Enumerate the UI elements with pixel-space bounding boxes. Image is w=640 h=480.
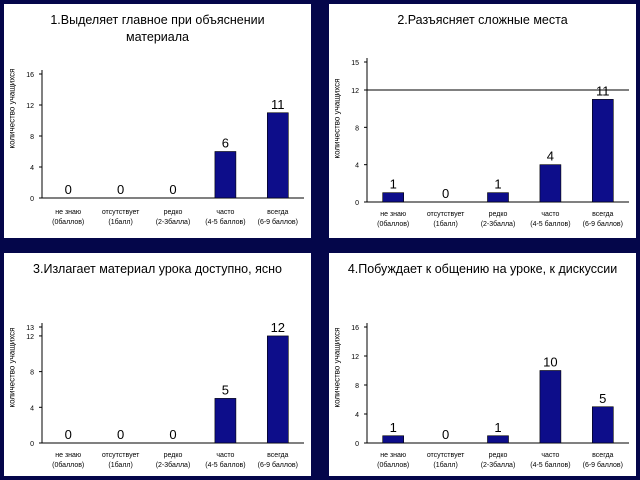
bar-value-label: 5 <box>599 391 606 406</box>
y-tick-label: 4 <box>355 163 359 170</box>
x-category-label: всегда (6-9 баллов) <box>583 211 623 228</box>
y-tick-label: 12 <box>26 103 34 110</box>
x-category-label: не знаю (0баллов) <box>377 211 409 228</box>
y-tick-label: 12 <box>351 354 359 361</box>
x-category-label: отсутствует (1балл) <box>102 209 140 226</box>
x-category-label: не знаю (0баллов) <box>377 452 409 469</box>
bar <box>266 335 289 444</box>
bar-value-label: 0 <box>442 186 449 201</box>
x-category-label: редко (2-3балла) <box>156 209 191 226</box>
chart-panel-3: 3.Излагает материал урока доступно, ясно… <box>4 253 311 476</box>
bar <box>487 435 509 444</box>
y-tick-label: 16 <box>351 325 359 332</box>
x-category-label: редко (2-3балла) <box>481 452 516 469</box>
x-category-label: часто (4-5 баллов) <box>530 452 570 469</box>
y-tick-label: 0 <box>355 441 359 448</box>
bar <box>214 398 237 444</box>
bar-value-label: 1 <box>494 420 501 435</box>
chart-panel-2: 2.Разъясняет сложные места количество уч… <box>329 4 636 238</box>
bar-value-label: 0 <box>117 427 124 442</box>
y-tick-label: 12 <box>351 88 359 95</box>
bar-value-label: 1 <box>390 420 397 435</box>
bar-value-label: 11 <box>271 97 285 112</box>
y-tick-label: 4 <box>30 405 34 412</box>
x-category-label: всегда (6-9 баллов) <box>258 209 298 226</box>
x-category-label: не знаю (0баллов) <box>52 452 84 469</box>
y-tick-label: 8 <box>30 134 34 141</box>
y-tick-label: 0 <box>30 196 34 203</box>
bar-value-label: 10 <box>543 355 557 370</box>
bar <box>266 112 289 199</box>
bar-value-label: 1 <box>494 177 501 192</box>
bar-value-label: 5 <box>222 382 229 397</box>
bar-value-label: 4 <box>547 149 554 164</box>
y-tick-label: 13 <box>26 325 34 332</box>
y-tick-label: 12 <box>26 334 34 341</box>
x-category-label: не знаю (0баллов) <box>52 209 84 226</box>
bar-value-label: 0 <box>65 182 72 197</box>
bar-value-label: 0 <box>169 427 176 442</box>
chart-title-3: 3.Излагает материал урока доступно, ясно <box>33 262 282 276</box>
chart-title-4: 4.Побуждает к общению на уроке, к дискус… <box>347 262 618 276</box>
x-category-label: часто (4-5 баллов) <box>205 452 245 469</box>
bar-value-label: 0 <box>442 427 449 442</box>
bar <box>591 406 614 444</box>
y-tick-label: 8 <box>30 370 34 377</box>
bar-value-label: 6 <box>222 136 229 151</box>
chart-title-1: 1.Выделяет главное при объяснении матери… <box>50 13 265 44</box>
y-tick-label: 0 <box>30 441 34 448</box>
bar-value-label: 12 <box>271 320 285 335</box>
chart-panel-4: 4.Побуждает к общению на уроке, к дискус… <box>329 253 636 476</box>
y-tick-label: 0 <box>355 200 359 207</box>
chart-4: 0 4 8 12 16 1 не знаю (0баллов) 0 отсутствует (1ба… <box>351 323 629 469</box>
x-category-label: отсутствует (1балл) <box>427 452 465 469</box>
chart-3: 0 4 8 12 13 0 не знаю (0баллов) 0 отсутствует (1ба… <box>26 320 304 469</box>
x-category-label: всегда (6-9 баллов) <box>258 452 298 469</box>
x-category-label: часто (4-5 баллов) <box>530 211 570 228</box>
x-category-label: часто (4-5 баллов) <box>205 209 245 226</box>
x-category-label: отсутствует (1балл) <box>102 452 140 469</box>
y-tick-label: 16 <box>26 72 34 79</box>
y-tick-label: 8 <box>355 125 359 132</box>
bar <box>382 435 405 444</box>
bar <box>382 192 405 203</box>
x-category-label: всегда (6-9 баллов) <box>583 452 623 469</box>
bar <box>539 370 562 444</box>
bar-value-label: 0 <box>117 182 124 197</box>
bar <box>214 151 237 199</box>
bar <box>591 99 614 203</box>
chart-title-2: 2.Разъясняет сложные места <box>397 13 568 27</box>
chart-1: 0 4 8 12 16 0 не знаю (0баллов) 0 отсутствует (1ба… <box>26 70 304 226</box>
bar-value-label: 1 <box>390 177 397 192</box>
bar-value-label: 0 <box>65 427 72 442</box>
chart-panel-1: 1.Выделяет главное при объяснении матери… <box>4 4 311 238</box>
x-category-label: редко (2-3балла) <box>156 452 191 469</box>
bar-value-label: 11 <box>596 83 610 98</box>
y-tick-label: 15 <box>351 60 359 67</box>
x-category-label: редко (2-3балла) <box>481 211 516 228</box>
x-category-label: отсутствует (1балл) <box>427 211 465 228</box>
y-tick-label: 4 <box>355 412 359 419</box>
bar <box>539 164 562 203</box>
y-tick-label: 4 <box>30 165 34 172</box>
bar <box>487 192 509 203</box>
y-tick-label: 8 <box>355 383 359 390</box>
bar-value-label: 0 <box>169 182 176 197</box>
chart-2: 0 4 8 12 15 1 не знаю (0баллов) 0 отсутствует (1ба… <box>351 58 629 228</box>
